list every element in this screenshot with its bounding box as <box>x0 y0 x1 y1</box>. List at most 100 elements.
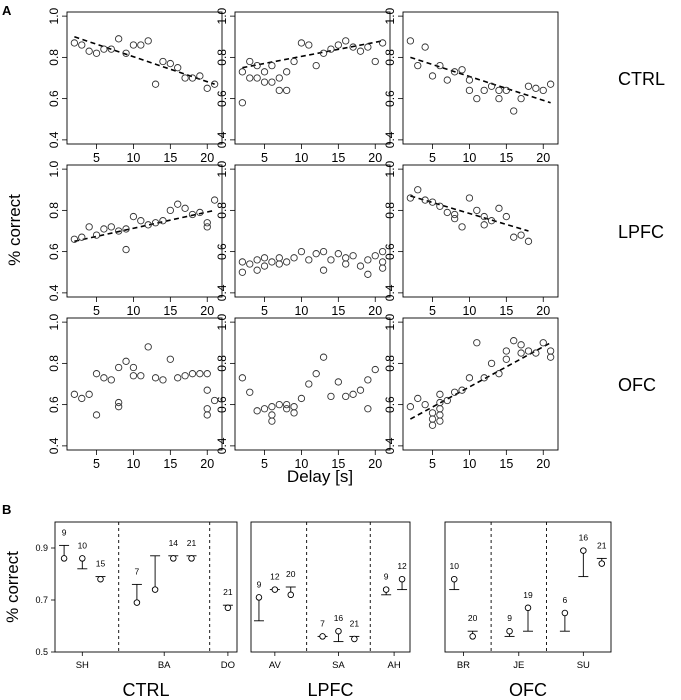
y-tick-label: 0.4 <box>215 437 229 454</box>
data-point <box>283 86 291 95</box>
b-y-tick-label: 0.7 <box>35 595 48 605</box>
panel-frame <box>402 11 559 145</box>
x-tick-label: 15 <box>331 304 345 318</box>
data-point <box>129 363 138 372</box>
x-tick-label: 10 <box>126 151 140 165</box>
subgroup-label-sa: SA <box>332 660 345 671</box>
n-label: 10 <box>449 561 459 571</box>
panel-frame <box>234 11 391 145</box>
data-point <box>78 41 86 49</box>
data-point <box>451 210 459 219</box>
trend-line <box>410 56 551 104</box>
data-point <box>166 206 174 215</box>
data-point <box>275 74 283 82</box>
data-point <box>151 374 160 382</box>
data-point <box>465 374 474 382</box>
dot-range-mark: 21 <box>186 538 197 562</box>
data-point <box>406 403 415 411</box>
data-point <box>364 270 372 278</box>
mean-dot <box>170 555 177 562</box>
dot-range-mark: 9 <box>253 579 264 622</box>
data-point <box>443 396 451 405</box>
data-point <box>517 231 525 239</box>
scatter-panel-r2-c0: 5 10 15 20 0.4 0.6 0.8 1.0 <box>47 313 223 471</box>
data-point <box>246 74 254 82</box>
data-point <box>238 99 247 107</box>
data-point <box>85 390 93 398</box>
group-frame <box>250 521 411 653</box>
n-label: 9 <box>62 527 67 537</box>
y-tick-label: 0.6 <box>215 90 229 107</box>
data-point <box>260 405 269 413</box>
y-tick-label: 1.0 <box>215 313 229 330</box>
y-tick-label: 0.8 <box>215 202 229 219</box>
subgroup-label-br: BR <box>457 660 470 671</box>
data-point <box>181 372 189 380</box>
dot-range-mark: 20 <box>467 613 478 640</box>
data-point <box>364 405 372 413</box>
group-box-ofc: 10 20 BR 9 19 JE 6 16 21 SU OFC <box>444 521 612 700</box>
dot-range-mark: 16 <box>578 533 589 578</box>
data-point <box>371 252 379 260</box>
data-point <box>151 80 160 88</box>
data-point <box>260 78 269 86</box>
scatter-panel-r1-c0: 5 10 15 20 0.4 0.6 0.8 1.0 <box>47 160 223 318</box>
data-point <box>356 262 365 270</box>
data-point <box>428 409 437 417</box>
y-tick-label: 0.8 <box>47 355 61 372</box>
mean-dot <box>598 560 606 567</box>
panel-frame <box>234 164 391 298</box>
mean-dot <box>450 575 458 583</box>
n-label: 21 <box>597 540 607 550</box>
data-point <box>268 258 276 266</box>
mean-dot <box>580 547 587 554</box>
x-tick-label: 5 <box>429 457 436 471</box>
data-point <box>246 388 254 396</box>
data-point <box>421 196 429 204</box>
data-point <box>510 233 518 241</box>
data-point <box>480 212 488 221</box>
data-point <box>414 61 422 70</box>
data-point <box>92 411 101 419</box>
x-tick-label: 15 <box>331 151 345 165</box>
data-point <box>342 254 350 262</box>
dot-range-mark: 14 <box>168 538 179 562</box>
data-point <box>473 94 481 103</box>
x-tick-label: 5 <box>261 304 268 318</box>
mean-dot <box>351 635 358 643</box>
n-label: 12 <box>397 561 407 571</box>
x-tick-label: 10 <box>462 151 476 165</box>
data-point <box>356 386 365 394</box>
data-point <box>203 223 211 231</box>
data-point <box>297 247 306 256</box>
data-point <box>122 225 130 233</box>
data-point <box>78 233 86 241</box>
row-label-ofc: OFC <box>618 375 656 395</box>
mean-dot <box>255 594 263 601</box>
data-point <box>495 204 503 212</box>
y-tick-label: 0.6 <box>215 243 229 260</box>
y-tick-label: 0.8 <box>215 49 229 66</box>
data-point <box>334 250 342 258</box>
dot-range-mark <box>150 555 161 593</box>
data-point <box>305 41 313 49</box>
data-point <box>524 82 533 90</box>
data-point <box>283 405 291 413</box>
mean-dot <box>469 633 476 640</box>
data-point <box>334 41 342 49</box>
x-tick-label: 10 <box>462 457 476 471</box>
y-tick-label: 0.6 <box>383 243 397 260</box>
data-point <box>268 403 276 411</box>
n-label: 7 <box>320 618 325 628</box>
y-tick-label: 0.8 <box>383 202 397 219</box>
data-point <box>290 403 298 411</box>
data-point <box>451 68 459 76</box>
data-point <box>275 86 283 95</box>
x-tick-label: 20 <box>536 304 550 318</box>
data-point <box>319 353 328 361</box>
data-point <box>524 237 533 245</box>
data-point <box>428 72 437 80</box>
data-point <box>174 64 182 72</box>
data-point <box>480 221 488 229</box>
trend-line <box>410 195 529 232</box>
